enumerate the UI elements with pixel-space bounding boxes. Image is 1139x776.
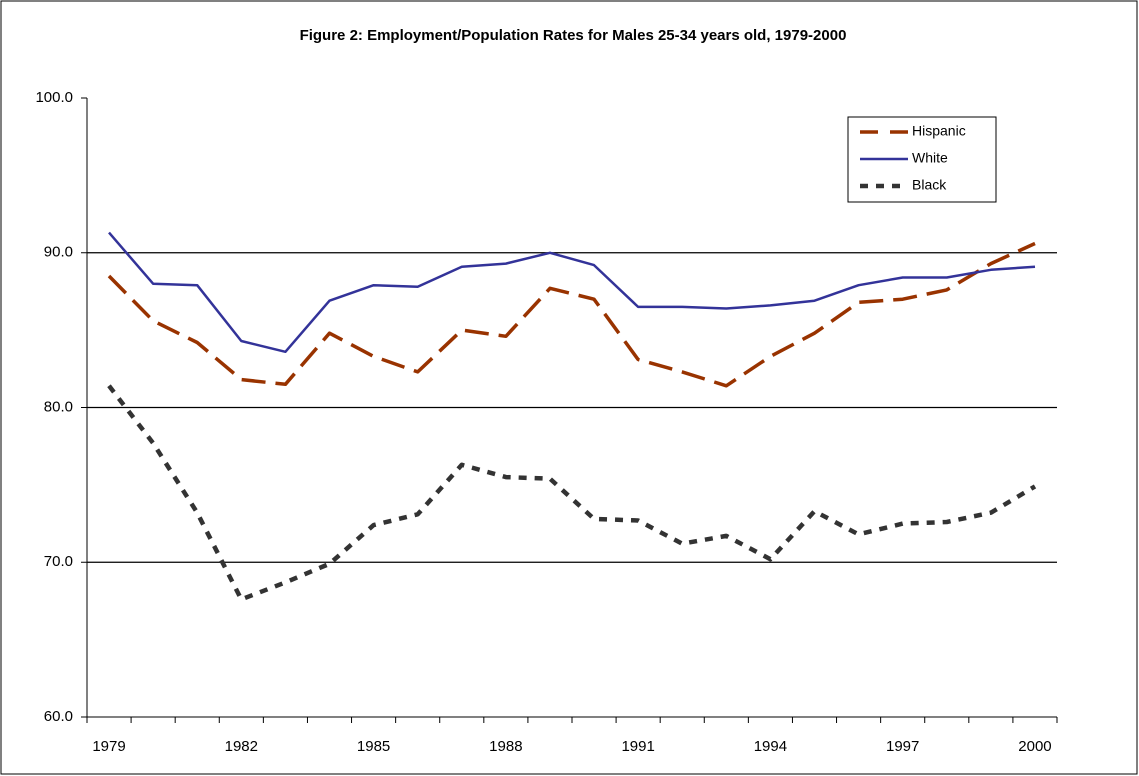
x-tick-label: 1991 bbox=[621, 738, 654, 755]
y-tick-label: 100.0 bbox=[35, 89, 73, 106]
x-tick-label: 1994 bbox=[754, 738, 787, 755]
series-line bbox=[107, 241, 1036, 388]
y-tick-label: 70.0 bbox=[44, 553, 73, 570]
x-tick-label: 1988 bbox=[489, 738, 522, 755]
series-line bbox=[108, 231, 1036, 354]
legend-label: Black bbox=[912, 177, 947, 193]
x-tick-label: 1985 bbox=[357, 738, 390, 755]
y-tick-label: 60.0 bbox=[44, 708, 73, 725]
x-tick-label: 1979 bbox=[92, 738, 125, 755]
legend-label: Hispanic bbox=[912, 123, 966, 139]
y-tick-label: 90.0 bbox=[44, 244, 73, 261]
series-line bbox=[107, 384, 1037, 602]
y-tick-label: 80.0 bbox=[44, 398, 73, 415]
x-tick-label: 1997 bbox=[886, 738, 919, 755]
chart-title: Figure 2: Employment/Population Rates fo… bbox=[300, 27, 847, 44]
x-tick-label: 2000 bbox=[1018, 738, 1051, 755]
x-tick-label: 1982 bbox=[225, 738, 258, 755]
legend-label: White bbox=[912, 150, 948, 166]
